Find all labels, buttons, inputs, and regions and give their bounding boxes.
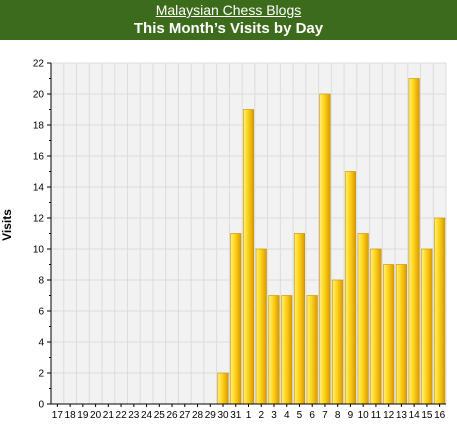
x-tick-label: 31 [230,410,242,421]
y-tick-label: 4 [38,338,44,349]
x-tick-label: 22 [116,410,128,421]
chart-title: This Month’s Visits by Day [133,20,324,37]
bar-7 [319,93,331,405]
x-tick-label: 18 [65,410,77,421]
bar-12 [383,264,395,405]
bar-10 [357,233,369,405]
x-tick-label: 29 [205,410,217,421]
x-tick-label: 8 [335,410,341,421]
y-tick-label: 0 [38,400,44,411]
x-tick-label: 25 [154,410,166,421]
y-tick-label: 8 [38,276,44,287]
x-tick-label: 16 [434,410,446,421]
bar-11 [370,248,382,405]
x-tick-label: 11 [371,410,382,421]
x-tick-label: 15 [421,410,433,421]
bar-2 [255,248,267,405]
x-tick-label: 24 [141,410,153,421]
x-tick-label: 12 [383,410,395,421]
y-tick-label: 22 [33,59,45,70]
x-tick-label: 26 [166,410,178,421]
bar-4 [281,295,293,405]
bar-9 [344,171,356,405]
x-tick-label: 7 [322,410,328,421]
x-tick-label: 3 [271,410,277,421]
bar-31 [230,233,242,405]
x-tick-label: 17 [52,410,64,421]
y-tick-label: 20 [33,90,45,101]
x-tick-label: 19 [77,410,89,421]
bar-15 [421,248,433,405]
y-tick-label: 6 [38,307,44,318]
x-tick-labels: 17 18 19 20 21 22 23 24 25 26 27 28 29 30 31 1 2 3 4 5 6 7 8 9 1… [52,410,446,421]
site-link[interactable]: Malaysian Chess Blogs [155,2,302,18]
y-tick-label: 10 [33,245,45,256]
x-tick-label: 14 [409,410,421,421]
x-tick-label: 28 [192,410,204,421]
x-tick-label: 30 [217,410,229,421]
y-tick-label: 18 [33,121,45,132]
x-tick-label: 13 [396,410,408,421]
x-tick-label: 2 [258,410,264,421]
bar-14 [408,78,420,405]
y-tick-label: 2 [38,369,44,380]
x-tick-label: 9 [348,410,354,421]
y-tick-label: 12 [33,214,45,225]
x-tick-label: 5 [297,410,303,421]
x-tick-label: 6 [309,410,315,421]
bar-1 [242,109,255,405]
bar-30 [217,372,229,405]
y-tick-label: 16 [33,152,45,163]
bar-13 [395,264,407,405]
y-axis-label: Visits [0,209,14,241]
y-tick-label: 14 [33,183,45,194]
x-tick-label: 20 [90,410,102,421]
x-tick-label: 27 [179,410,191,421]
x-tick-label: 21 [103,410,115,421]
x-tick-label: 10 [358,410,370,421]
bar-8 [332,279,344,405]
bar-6 [306,295,318,405]
x-tick-label: 23 [128,410,140,421]
bar-16 [434,217,446,405]
x-tick-label: 4 [284,410,290,421]
axes [47,62,446,407]
bar-5 [293,233,305,405]
chart-header: Malaysian Chess Blogs This Month’s Visit… [0,0,457,40]
bars [217,78,446,405]
x-tick-label: 1 [246,410,252,421]
y-tick-labels: 0 2 4 6 8 10 12 14 16 18 20 22 [33,59,45,411]
bar-3 [268,295,280,405]
